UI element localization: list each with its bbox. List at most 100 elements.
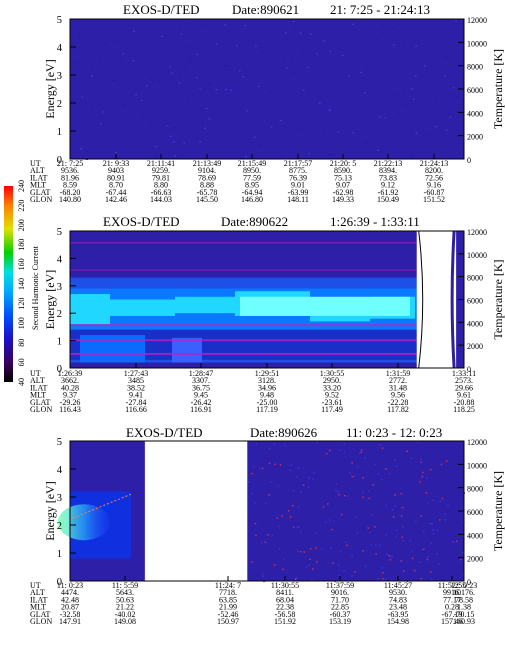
y2-tick-label: 12000 [467,16,487,25]
y2-tick-label: 2000 [467,342,483,351]
orbit-cell: 8411. [276,588,294,597]
orbit-row-label: MLT [30,603,46,612]
orbit-cell: -70.15 [454,610,475,619]
orbit-cell: 9.16 [427,181,441,190]
y-ticks: 0 1 2 3 4 5 [57,15,76,166]
orbit-cell: 12: 0:23 [451,581,477,590]
orbit-cell: 3307. [192,376,210,385]
orbit-row-label: MLT [30,181,46,190]
title: EXOS-D/TED [103,214,180,229]
colorbar-tick-label: 160 [17,258,26,270]
y-tick-label: 5 [57,227,62,238]
orbit-cell: 79.81 [152,173,170,182]
colorbar-tick-label: 40 [17,378,26,386]
y-tick-label: 1 [57,549,62,560]
title: EXOS-D/TED [126,425,203,440]
date-label: Date:890621 [232,2,299,17]
orbit-cell: 2950. [323,376,341,385]
orbit-cell: 2573. [455,376,473,385]
y2-tick-label: 4000 [467,319,483,328]
orbit-row-label: GLAT [30,610,51,619]
colorbar-tick-labels: 40 60 80 100 120 140 160 180 200 220 240 [17,180,26,386]
orbit-row-label: ILAT [30,173,47,182]
orbit-cell: 9.01 [291,181,305,190]
orbit-cell: 21:22:13 [374,159,402,168]
orbit-row-label: UT [30,159,41,168]
orbit-cell: 4474. [61,588,79,597]
orbit-cell: 1:28:47 [189,369,213,378]
y-ticks: 0 1 2 3 4 5 [57,227,76,375]
orbit-cell: -25.00 [257,398,278,407]
orbit-cell: 36.75 [192,383,210,392]
orbit-cell: 116.66 [125,405,147,414]
date-label: Date:890622 [221,214,288,229]
y2-tick-label: 2000 [467,555,483,564]
colorbar-tick-label: 120 [17,298,26,310]
orbit-cell: -32.58 [60,610,81,619]
orbit-cell: 148.11 [287,195,309,204]
orbit-cell: 20.87 [61,603,79,612]
orbit-cell: 78.69 [198,173,216,182]
orbit-cell: -40.02 [115,610,136,619]
orbit-cell: 150.97 [217,617,239,626]
orbit-cell: 9.37 [63,391,77,400]
y-tick-label: 2 [57,309,62,320]
orbit-cell: 1:26:39 [58,369,82,378]
orbit-row-label: GLON [30,405,52,414]
heatmap [70,230,457,369]
orbit-cell: 151.92 [274,617,296,626]
colorbar-label: Second Harmonic Current [31,245,40,330]
colorbar-tick-label: 180 [17,239,26,251]
y2-axis-label: Temperature [K] [491,49,505,129]
orbit-cell: 77.17 [443,595,461,604]
orbit-cell: 142.46 [105,195,127,204]
orbit-cell: 144.03 [150,195,172,204]
orbit-cell: 9.48 [260,391,274,400]
orbit-cell: 21.22 [116,603,134,612]
orbit-cell: 34.96 [258,383,276,392]
orbit-cell: 9.07 [336,181,350,190]
orbit-cell: 77.59 [243,173,261,182]
orbit-cell: 147.91 [59,617,81,626]
orbit-cell: -61.92 [378,188,399,197]
orbit-cell: -66.63 [151,188,172,197]
y-tick-label: 5 [57,15,62,26]
orbit-cell: 8200. [425,166,443,175]
colorbar-tick-label: 80 [17,339,26,347]
orbit-cell: 21: 7:25 [57,159,83,168]
y-tick-label: 0 [57,155,62,166]
orbit-cell: 9.12 [381,181,395,190]
time-range: 1:26:39 - 1:33:11 [330,214,420,229]
orbit-cell: 1:29:51 [255,369,279,378]
orbit-cell: -67.19 [442,610,463,619]
y2-tick-label: 10000 [467,461,487,470]
orbit-cell: 9530. [389,588,407,597]
data-gap [144,441,248,581]
orbit-cell: 146.80 [241,195,263,204]
orbit-cell: 3128. [258,376,276,385]
orbit-row-label: ALT [30,588,45,597]
y2-tick-label: 8000 [467,485,483,494]
orbit-cell: 21: 9:33 [103,159,129,168]
orbit-cell: 22.85 [331,603,349,612]
orbit-cell: 1:31:59 [386,369,410,378]
y2-tick-label: 6000 [467,86,483,95]
orbit-cell: 9403 [108,166,124,175]
orbit-cell: 150.49 [377,195,399,204]
y-axis-label: Energy [eV] [43,59,57,118]
y2-tick-label: 10000 [467,251,487,260]
y2-tick-label: 4000 [467,109,483,118]
orbit-cell: -64.94 [242,188,263,197]
orbit-cell: 8590. [334,166,352,175]
orbit-cell: 9916. [443,588,461,597]
y2-tick-label: 4000 [467,531,483,540]
orbit-cell: 1:30:55 [320,369,344,378]
y-tick-label: 1 [57,337,62,348]
orbit-cell: 38.52 [127,383,145,392]
orbit-row-label: ALT [30,166,45,175]
time-range: 11: 0:23 - 12: 0:23 [346,425,442,440]
y2-axis-label: Temperature [K] [491,259,505,339]
panel-890626: EXOS-D/TED Date:890626 11: 0:23 - 12: 0:23… [30,425,505,626]
